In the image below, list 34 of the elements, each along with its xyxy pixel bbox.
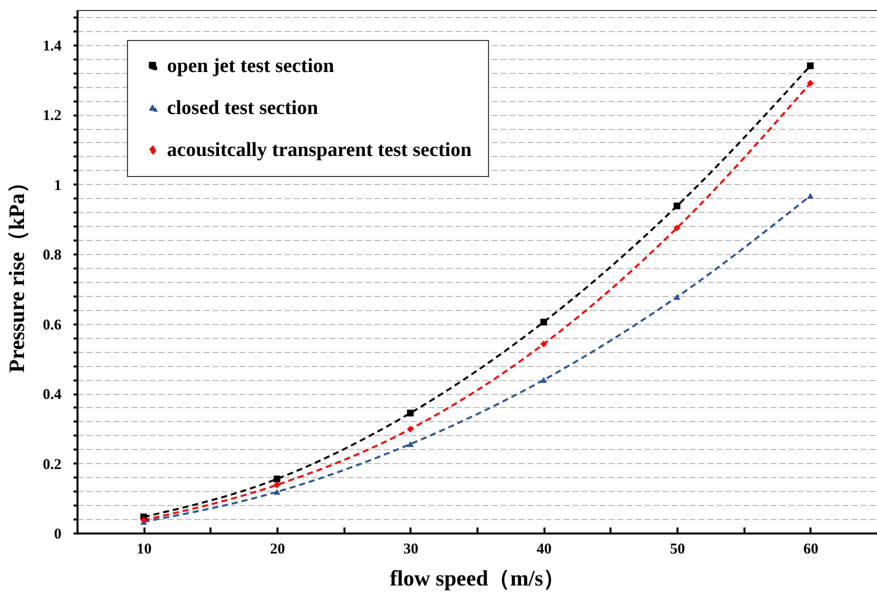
y-tick-label: 0	[54, 526, 62, 542]
point	[540, 318, 548, 326]
point	[540, 340, 548, 348]
y-axis-title: Pressure rise（kPa）	[4, 171, 29, 373]
y-tick-label: 0.8	[42, 248, 62, 264]
point	[806, 80, 814, 87]
x-tick-label: 60	[803, 542, 818, 558]
y-tick-label: 1.4	[42, 38, 62, 54]
y-tick-label: 0.4	[42, 387, 62, 404]
point	[274, 476, 280, 482]
legend-label: closed test section	[167, 97, 318, 119]
point	[806, 62, 814, 70]
x-tick-label: 30	[403, 542, 418, 558]
point	[540, 377, 548, 383]
y-tick-label: 1.2	[42, 108, 62, 124]
point	[806, 192, 814, 199]
point	[406, 410, 414, 416]
point	[274, 488, 280, 495]
y-tick-label: 0.6	[42, 317, 62, 334]
x-tick-label: 50	[670, 542, 685, 558]
x-tick-label: 10	[136, 542, 152, 558]
point	[406, 426, 414, 432]
point	[674, 224, 680, 232]
legend-label: open jet test section	[167, 55, 334, 77]
point	[274, 482, 280, 488]
x-tick-label: 40	[536, 542, 552, 558]
y-tick-label: 0.2	[42, 456, 62, 473]
y-tick-label: 1	[54, 178, 62, 194]
x-tick-label: 20	[270, 542, 285, 558]
legend-label: acousitcally transparent test section	[167, 139, 472, 161]
point	[406, 441, 414, 447]
point	[674, 202, 680, 210]
x-axis-title: flow speed（m/s）	[390, 566, 566, 590]
point	[674, 294, 680, 300]
